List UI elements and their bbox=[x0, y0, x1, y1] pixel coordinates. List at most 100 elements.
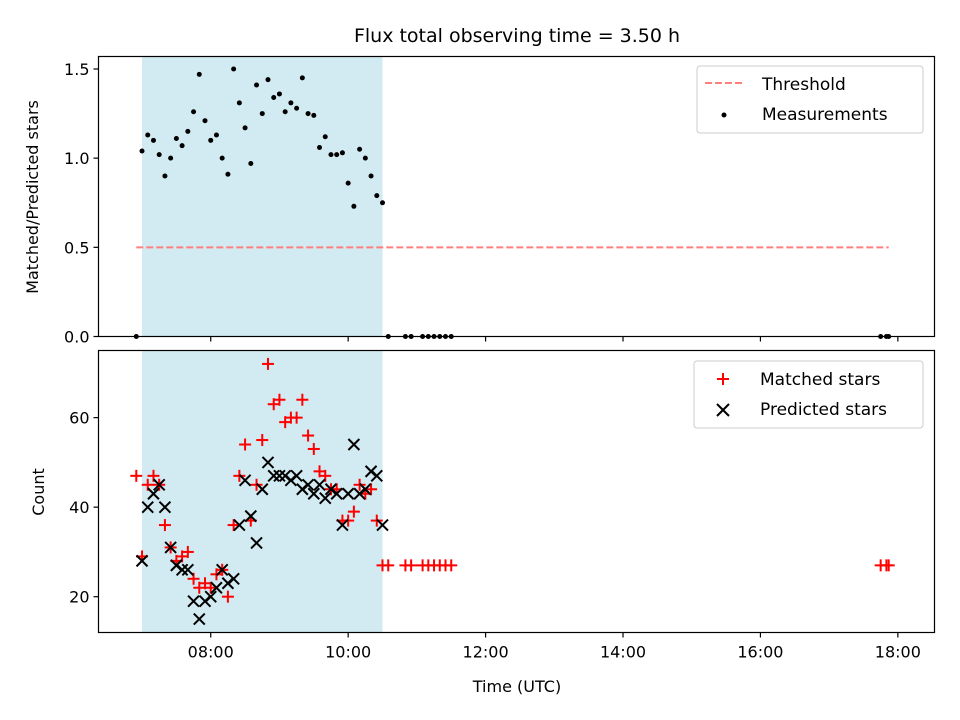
predicted-legend-label: Predicted stars bbox=[760, 400, 887, 420]
bottom-y-tick-label-1: 40 bbox=[69, 498, 89, 517]
measurement-point-43 bbox=[380, 200, 386, 206]
predicted-point-29 bbox=[301, 478, 315, 491]
matched-point-30 bbox=[302, 429, 315, 442]
predicted-point-19 bbox=[244, 509, 258, 523]
measurement-point-29 bbox=[299, 75, 305, 81]
measurement-point-23 bbox=[265, 77, 271, 83]
predicted-point-10 bbox=[193, 612, 206, 626]
predicted-stars-series bbox=[135, 438, 389, 626]
measurement-point-17 bbox=[231, 66, 237, 72]
measurement-point-19 bbox=[242, 125, 248, 131]
predicted-point-31 bbox=[313, 478, 326, 491]
predicted-point-17 bbox=[233, 518, 246, 532]
matched-point-55 bbox=[882, 559, 895, 572]
bottom-legend: Matched stars Predicted stars bbox=[693, 360, 924, 429]
measurement-point-28 bbox=[294, 105, 300, 111]
bottom-x-tick-label-1: 10:00 bbox=[325, 643, 371, 662]
measurement-point-39 bbox=[357, 146, 363, 152]
measurement-point-30 bbox=[305, 111, 311, 117]
matched-point-9 bbox=[181, 545, 194, 558]
measurement-point-8 bbox=[179, 143, 185, 149]
matched-point-28 bbox=[290, 411, 303, 424]
measurement-point-31 bbox=[311, 112, 317, 118]
matched-point-19 bbox=[239, 438, 252, 451]
measurement-point-32 bbox=[317, 144, 323, 150]
predicted-point-7 bbox=[175, 563, 189, 577]
measurement-point-41 bbox=[368, 173, 374, 179]
chart-title: Flux total observing time = 3.50 h bbox=[354, 25, 680, 47]
predicted-point-8 bbox=[181, 563, 195, 577]
measurement-point-21 bbox=[254, 82, 260, 88]
bottom-x-tick-label-5: 18:00 bbox=[875, 643, 921, 662]
predicted-point-35 bbox=[336, 518, 349, 532]
predicted-legend-swatch bbox=[716, 403, 730, 417]
measurement-point-16 bbox=[225, 171, 231, 177]
predicted-point-21 bbox=[256, 483, 269, 496]
matched-legend-swatch bbox=[717, 373, 729, 385]
measurement-point-14 bbox=[213, 132, 219, 138]
bottom-shade-rect bbox=[142, 350, 383, 633]
matched-point-0 bbox=[130, 469, 143, 482]
predicted-point-4 bbox=[158, 500, 172, 514]
predicted-point-0 bbox=[135, 554, 149, 568]
top-legend: Threshold Measurements bbox=[696, 65, 924, 134]
measurement-point-7 bbox=[173, 136, 179, 142]
predicted-point-37 bbox=[347, 438, 361, 451]
predicted-point-5 bbox=[164, 541, 177, 554]
bottom-y-tick-label-2: 60 bbox=[69, 409, 89, 428]
predicted-point-42 bbox=[376, 518, 389, 532]
bottom-x-tick-label-4: 16:00 bbox=[737, 643, 783, 662]
measurement-point-5 bbox=[162, 173, 168, 179]
top-y-tick-label-0: 0.0 bbox=[64, 328, 89, 347]
predicted-point-36 bbox=[341, 487, 355, 500]
bottom-x-tick-label-0: 08:00 bbox=[188, 643, 234, 662]
predicted-point-16 bbox=[227, 572, 240, 585]
measurement-point-13 bbox=[208, 137, 214, 143]
measurement-point-4 bbox=[156, 152, 162, 158]
predicted-point-27 bbox=[290, 469, 303, 483]
measurements-series bbox=[133, 66, 892, 339]
top-y-tick-label-2: 1.0 bbox=[64, 149, 89, 168]
predicted-point-34 bbox=[330, 487, 343, 500]
matched-point-23 bbox=[261, 357, 274, 370]
bottom-x-tick-label-3: 14:00 bbox=[600, 643, 646, 662]
measurements-legend-swatch bbox=[721, 112, 727, 118]
matched-point-44 bbox=[382, 559, 395, 572]
matched-point-17 bbox=[227, 519, 240, 532]
predicted-point-18 bbox=[238, 474, 252, 487]
measurement-point-6 bbox=[168, 155, 174, 161]
predicted-point-30 bbox=[307, 487, 321, 500]
measurement-point-9 bbox=[185, 128, 191, 134]
measurement-point-40 bbox=[362, 155, 368, 161]
bottom-x-axis: 08:00 10:00 12:00 14:00 16:00 18:00 bbox=[188, 632, 921, 662]
matched-point-5 bbox=[158, 519, 171, 532]
predicted-point-39 bbox=[359, 483, 372, 496]
measurement-point-38 bbox=[351, 203, 357, 209]
top-panel: 0.0 0.5 1.0 1.5 Matched/Predicted stars Thr… bbox=[23, 55, 936, 347]
bottom-panel: 20 40 60 08:00 10:00 12:00 14:00 16:00 18:00 Co… bbox=[29, 349, 936, 696]
top-legend-box bbox=[696, 65, 924, 134]
matched-point-22 bbox=[256, 434, 269, 447]
predicted-point-23 bbox=[267, 469, 280, 483]
x-axis-label: Time (UTC) bbox=[472, 677, 561, 696]
predicted-point-9 bbox=[187, 594, 200, 608]
measurement-point-24 bbox=[271, 95, 277, 101]
measurement-point-1 bbox=[139, 148, 145, 154]
bottom-observing-window bbox=[142, 350, 383, 633]
predicted-point-32 bbox=[319, 492, 332, 505]
bottom-y-axis-label: Count bbox=[29, 468, 48, 516]
matched-stars-series bbox=[130, 357, 895, 603]
predicted-point-12 bbox=[204, 590, 217, 603]
threshold-legend-label: Threshold bbox=[761, 75, 846, 95]
top-y-tick-label-1: 0.5 bbox=[64, 238, 89, 257]
bottom-legend-box bbox=[693, 360, 924, 429]
measurement-point-11 bbox=[196, 71, 202, 77]
top-axes-frame bbox=[97, 55, 936, 338]
predicted-point-24 bbox=[273, 469, 286, 483]
predicted-point-22 bbox=[261, 456, 275, 469]
measurement-point-37 bbox=[345, 180, 351, 186]
predicted-point-14 bbox=[215, 563, 229, 577]
predicted-point-3 bbox=[152, 478, 166, 491]
measurement-point-34 bbox=[328, 152, 334, 158]
